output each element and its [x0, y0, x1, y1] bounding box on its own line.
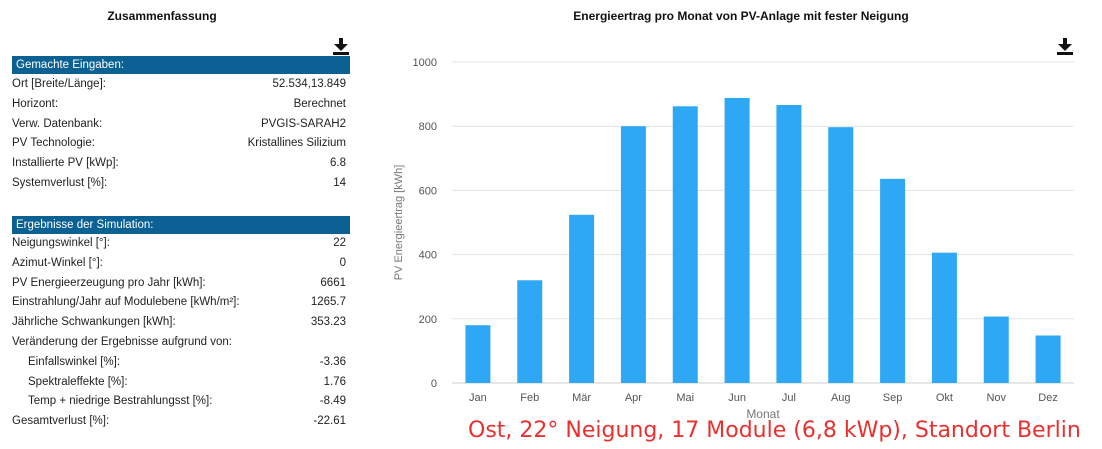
summary-row: Jährliche Schwankungen [kWh]: 353.23: [12, 313, 346, 332]
summary-row: Neigungswinkel [°]: 22: [12, 234, 346, 253]
summary-row: Veränderung der Ergebnisse aufgrund von:: [12, 333, 346, 352]
caption: Ost, 22° Neigung, 17 Module (6,8 kWp), S…: [468, 418, 1081, 443]
x-tick-label: Nov: [986, 392, 1006, 404]
row-value: Berechnet: [293, 97, 346, 110]
y-tick-label: 0: [431, 378, 437, 390]
row-label: Einfallswinkel [%]:: [28, 355, 121, 368]
row-label: Installierte PV [kWp]:: [12, 157, 119, 170]
y-tick-label: 200: [419, 314, 437, 326]
row-value: 6661: [320, 276, 346, 289]
y-axis-label: PV Energieertrag [kWh]: [393, 165, 405, 281]
summary-row: Temp + niedrige Bestrahlungsst [%]: -8.49: [12, 392, 346, 411]
row-value: 353.23: [310, 316, 346, 329]
chart-download-icon[interactable]: [1056, 37, 1074, 55]
x-tick-label: Aug: [831, 392, 851, 404]
row-value: 0: [339, 256, 346, 269]
row-value: Kristallines Silizium: [247, 137, 346, 150]
summary-row: Installierte PV [kWp]: 6.8: [12, 154, 346, 173]
x-tick-label: Mär: [572, 392, 591, 404]
summary-row: Verw. Datenbank: PVGIS-SARAH2: [12, 115, 346, 134]
row-label: Ort [Breite/Länge]:: [12, 78, 106, 90]
x-tick-label: Dez: [1038, 392, 1058, 404]
bar: [880, 178, 906, 383]
summary-row: Ort [Breite/Länge]: 52.534,13.849: [12, 75, 346, 94]
bar: [776, 105, 802, 383]
x-tick-label: Jun: [728, 392, 746, 404]
bar: [828, 127, 854, 384]
row-label: Spektraleffekte [%]:: [28, 375, 128, 388]
x-tick-label: Jul: [782, 392, 796, 404]
download-icon[interactable]: [332, 37, 350, 55]
x-axis-label: Monat: [746, 407, 780, 421]
bar: [983, 316, 1009, 383]
row-label: Systemverlust [%]:: [12, 177, 108, 189]
summary-row: Horizont: Berechnet: [12, 95, 346, 114]
x-tick-label: Sep: [883, 392, 903, 404]
row-label: Gesamtverlust [%]:: [12, 415, 110, 428]
row-label: Temp + niedrige Bestrahlungsst [%]:: [28, 395, 213, 408]
y-tick-label: 1000: [413, 57, 437, 69]
summary-row: Gesamtverlust [%]: -22.61: [12, 412, 346, 431]
bar: [465, 325, 491, 383]
summary-row: PV Technologie: Kristallines Silizium: [12, 134, 346, 153]
summary-row: Einstrahlung/Jahr auf Modulebene [kWh/m²…: [12, 293, 346, 312]
y-tick-label: 400: [419, 250, 437, 262]
row-label: Verw. Datenbank:: [12, 117, 103, 130]
row-label: Jährliche Schwankungen [kWh]:: [12, 316, 176, 329]
row-value: 6.8: [330, 157, 346, 170]
row-label: Neigungswinkel [°]:: [12, 237, 110, 249]
row-value: 1.76: [323, 375, 346, 388]
chart-title: Energieertrag pro Monat von PV-Anlage mi…: [573, 9, 909, 23]
results-header: Ergebnisse der Simulation:: [12, 216, 350, 234]
row-value: PVGIS-SARAH2: [261, 117, 346, 130]
row-label: Einstrahlung/Jahr auf Modulebene [kWh/m²…: [12, 296, 240, 309]
row-label: Horizont:: [12, 97, 59, 110]
bar: [569, 214, 595, 383]
row-value: 52.534,13.849: [272, 78, 346, 90]
summary-title: Zusammenfassung: [107, 9, 217, 23]
inputs-header: Gemachte Eingaben:: [12, 56, 350, 74]
row-label: PV Energieerzeugung pro Jahr [kWh]:: [12, 276, 206, 289]
summary-row: Spektraleffekte [%]: 1.76: [12, 373, 346, 392]
bar-chart: 0 200 400 600 800 1000 Jan Feb Mär Apr Mai Jun Jul Au…: [393, 57, 1074, 421]
row-value: -3.36: [319, 355, 346, 368]
bar: [931, 252, 957, 383]
bar: [724, 97, 750, 384]
bar: [1035, 335, 1061, 383]
row-label: PV Technologie:: [12, 137, 95, 150]
x-tick-label: Feb: [520, 392, 539, 404]
summary-row: Azimut-Winkel [°]: 0: [12, 254, 346, 273]
row-value: 22: [333, 237, 346, 249]
bar: [517, 280, 543, 383]
row-label: Veränderung der Ergebnisse aufgrund von:: [12, 336, 232, 348]
summary-row: Systemverlust [%]: 14: [12, 174, 346, 193]
row-value: 1265.7: [310, 296, 346, 309]
x-tick-label: Okt: [936, 392, 953, 404]
summary-row: Einfallswinkel [%]: -3.36: [12, 353, 346, 372]
x-tick-label: Mai: [676, 392, 694, 404]
x-tick-label: Apr: [625, 392, 642, 404]
bar: [620, 126, 646, 383]
summary-row: PV Energieerzeugung pro Jahr [kWh]: 6661: [12, 274, 346, 293]
x-tick-label: Jan: [469, 392, 487, 404]
chart-panel: Energieertrag pro Monat von PV-Anlage mi…: [380, 0, 1102, 449]
y-tick-label: 600: [419, 185, 437, 197]
row-value: 14: [333, 177, 346, 189]
row-value: -22.61: [313, 415, 346, 428]
bar: [672, 106, 698, 383]
row-value: -8.49: [319, 395, 346, 408]
row-label: Azimut-Winkel [°]:: [12, 256, 103, 269]
y-tick-label: 800: [419, 121, 437, 133]
